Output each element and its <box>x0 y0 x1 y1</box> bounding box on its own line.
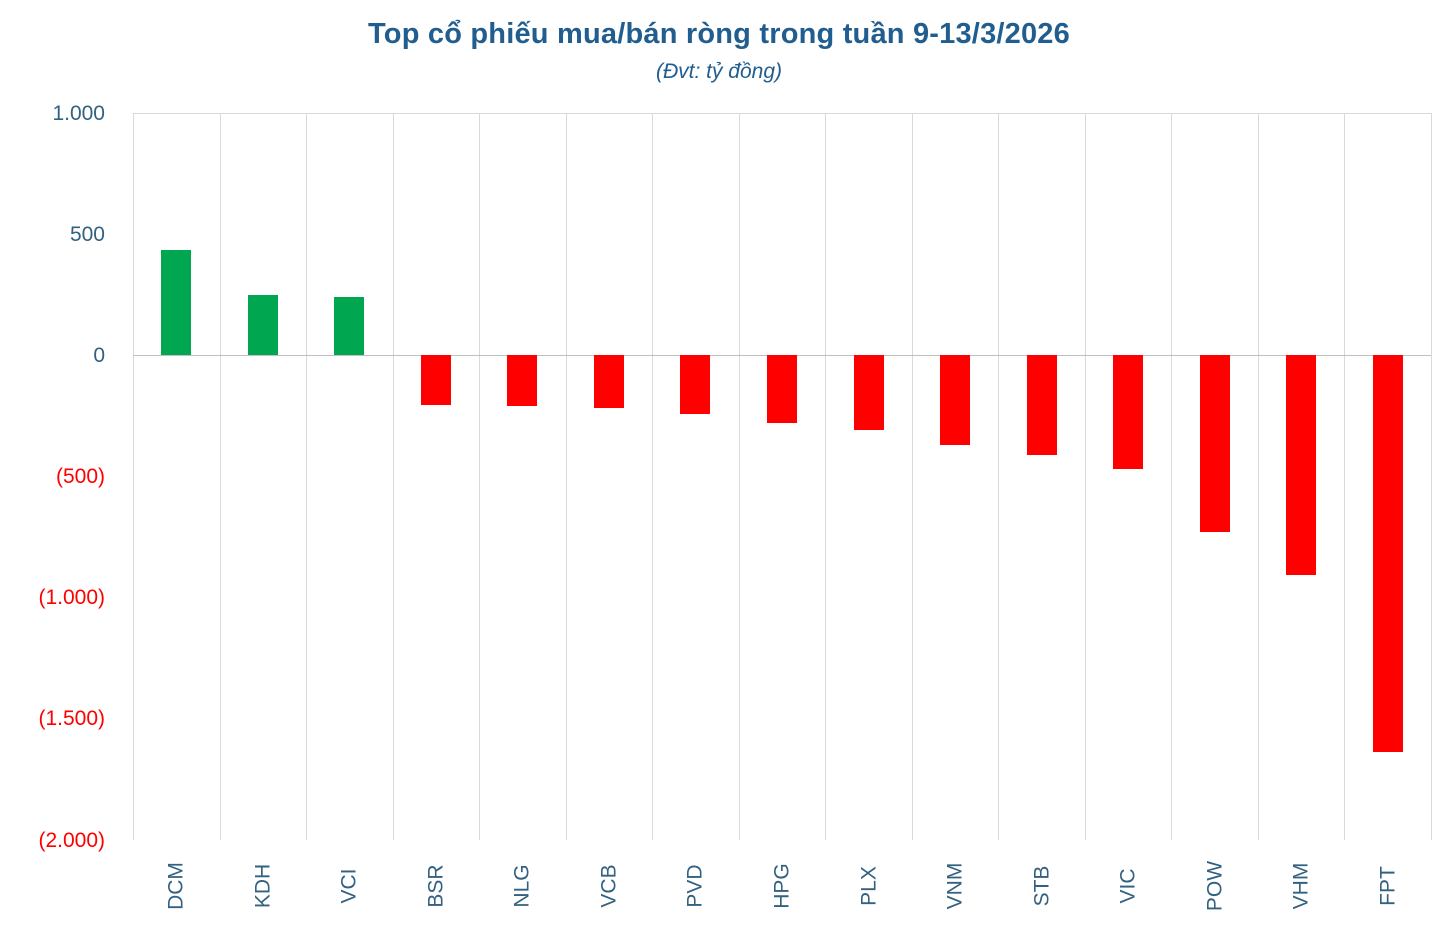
x-axis-label: HPG <box>770 863 794 909</box>
x-axis-label: PLX <box>857 866 881 906</box>
y-axis-tick: 0 <box>93 343 105 367</box>
bar-VHM <box>1286 355 1317 575</box>
y-axis-tick: (500) <box>55 465 105 488</box>
vertical-gridline <box>1257 113 1259 840</box>
y-axis-tick: (2.000) <box>38 828 105 852</box>
bar-DCM <box>161 249 192 356</box>
x-axis-label: POW <box>1203 860 1227 912</box>
x-axis-label: VHM <box>1289 862 1313 910</box>
vertical-gridline <box>1431 113 1432 840</box>
vertical-gridline <box>825 113 827 840</box>
x-axis-label: VIC <box>1116 868 1140 904</box>
bar-FPT <box>1372 355 1403 753</box>
vertical-gridline <box>998 113 1000 840</box>
plot-top-border <box>133 113 1431 114</box>
x-axis-label: FPT <box>1376 866 1400 906</box>
vertical-gridline <box>306 113 308 840</box>
vertical-gridline <box>133 113 134 840</box>
x-axis-label: NLG <box>510 864 534 908</box>
x-axis-label: PVD <box>683 864 707 908</box>
bar-STB <box>1026 355 1057 455</box>
vertical-gridline <box>738 113 740 840</box>
bar-POW <box>1199 355 1230 532</box>
vertical-gridline <box>652 113 654 840</box>
x-axis-label: KDH <box>251 863 275 909</box>
bar-KDH <box>247 294 278 356</box>
vertical-gridline <box>1344 113 1346 840</box>
bar-BSR <box>420 355 451 406</box>
x-axis-label: DCM <box>164 862 188 910</box>
vertical-gridline <box>565 113 567 840</box>
vertical-gridline <box>1171 113 1173 840</box>
bar-PLX <box>853 355 884 430</box>
y-axis-tick: 1.000 <box>52 101 105 125</box>
y-axis-tick: (1.000) <box>38 586 105 610</box>
bar-HPG <box>767 355 797 424</box>
vertical-gridline <box>1084 113 1086 840</box>
x-axis-label: VNM <box>943 862 967 910</box>
plot-area <box>133 113 1432 840</box>
vertical-gridline <box>219 113 221 840</box>
chart-subtitle: (Đvt: tỷ đồng) <box>655 60 783 83</box>
bar-PVD <box>680 355 711 414</box>
x-axis-label: BSR <box>424 864 448 908</box>
x-axis-label: STB <box>1030 865 1054 907</box>
x-axis-label: VCI <box>337 868 361 904</box>
bar-NLG <box>507 355 538 407</box>
y-axis-tick: (1.500) <box>38 707 105 731</box>
bar-VCB <box>593 355 624 409</box>
bar-VNM <box>940 355 971 445</box>
bar-VIC <box>1113 355 1144 469</box>
bar-VCI <box>334 296 365 356</box>
vertical-gridline <box>479 113 481 840</box>
vertical-gridline <box>911 113 913 840</box>
chart-title: Top cổ phiếu mua/bán ròng trong tuần 9-1… <box>368 18 1070 50</box>
vertical-gridline <box>392 113 394 840</box>
x-axis-label: VCB <box>597 864 621 908</box>
y-axis-tick: 500 <box>69 222 105 246</box>
